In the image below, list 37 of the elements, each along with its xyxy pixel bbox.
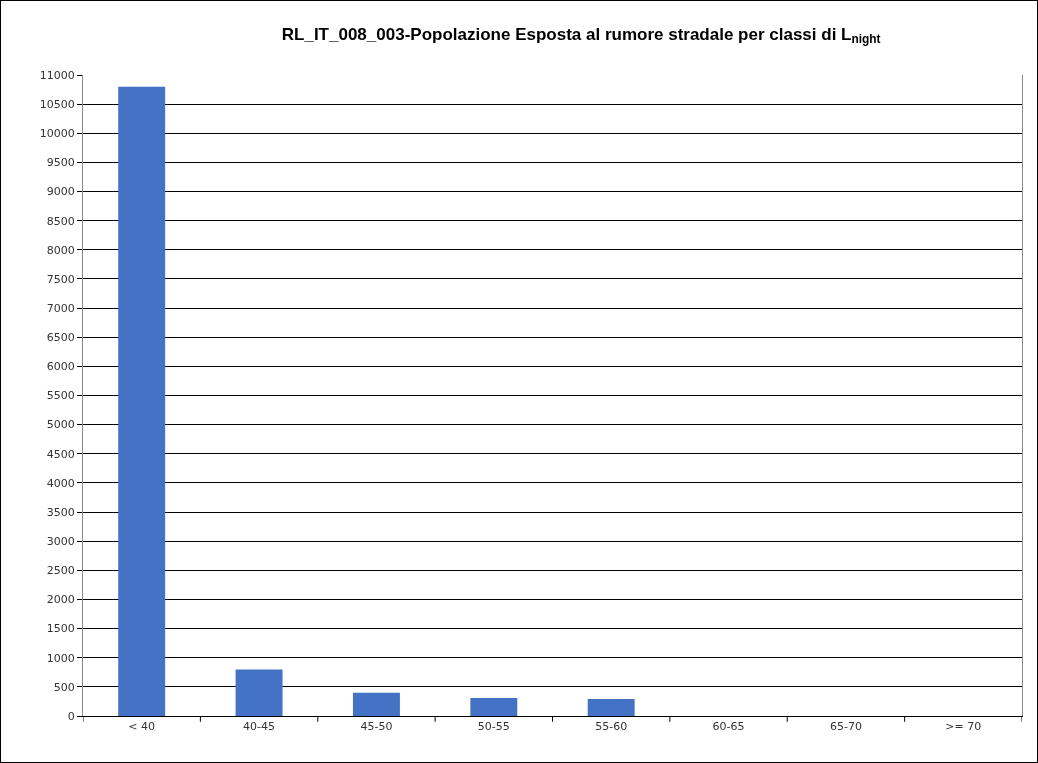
y-tick-label: 8000 — [46, 243, 75, 257]
y-tick-label: 10500 — [39, 97, 75, 111]
x-tick-label: 60-65 — [712, 720, 745, 734]
bar — [235, 669, 283, 716]
y-tick-label: 0 — [67, 709, 75, 723]
chart-title: RL_IT_008_003-Popolazione Esposta al rumore stradale per classi di L$_{night}$ — [281, 24, 881, 47]
x-tick-label: 40-45 — [243, 720, 276, 734]
y-tick-label: 11000 — [39, 68, 75, 82]
y-tick-label: 3000 — [46, 535, 75, 549]
y-tick-label: 7000 — [46, 301, 75, 315]
x-tick-label: < 40 — [128, 720, 156, 734]
x-tick-label: 55-60 — [595, 720, 628, 734]
y-tick-label: 9000 — [46, 185, 75, 199]
y-tick-label: 6500 — [46, 331, 75, 345]
y-tick-label: 5500 — [46, 389, 75, 403]
y-tick-label: 2000 — [46, 593, 75, 607]
y-tick-label: 3500 — [46, 505, 75, 519]
bar — [118, 86, 166, 716]
bar — [470, 697, 518, 716]
y-tick-label: 4000 — [46, 476, 75, 490]
y-tick-label: 9500 — [46, 156, 75, 170]
x-tick-label: 45-50 — [360, 720, 393, 734]
y-tick-label: 10000 — [39, 127, 75, 141]
bar — [352, 692, 400, 716]
y-tick-label: 7500 — [46, 272, 75, 286]
y-tick-label: 500 — [53, 680, 75, 694]
y-tick-label: 5000 — [46, 418, 75, 432]
x-tick-label: >= 70 — [945, 720, 982, 734]
x-tick-label: 50-55 — [477, 720, 510, 734]
y-tick-label: 8500 — [46, 214, 75, 228]
bar — [587, 699, 635, 716]
y-tick-label: 1500 — [46, 622, 75, 636]
y-tick-label: 4500 — [46, 447, 75, 461]
y-tick-label: 1000 — [46, 651, 75, 665]
x-tick-label: 65-70 — [829, 720, 862, 734]
y-tick-label: 6000 — [46, 360, 75, 374]
y-tick-label: 2500 — [46, 564, 75, 578]
